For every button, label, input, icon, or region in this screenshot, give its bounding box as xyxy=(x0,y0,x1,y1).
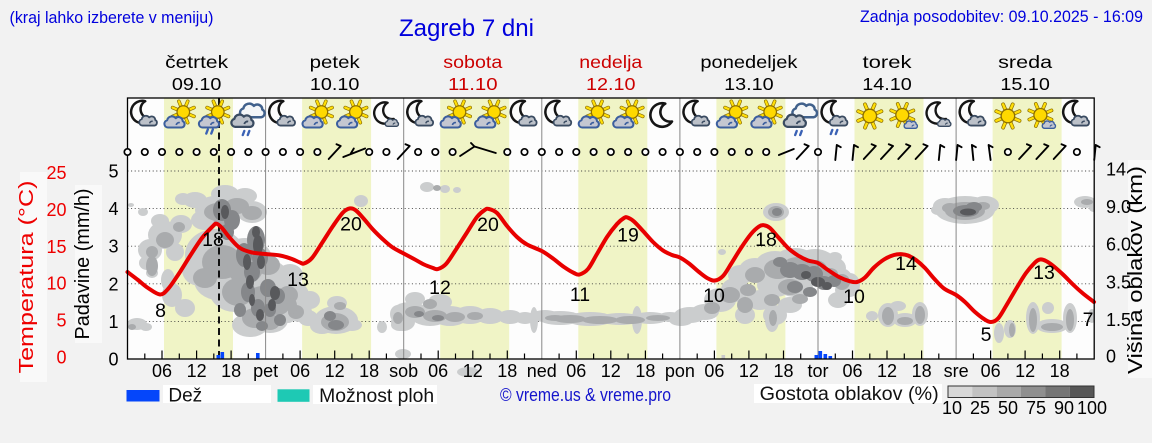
svg-text:18: 18 xyxy=(1050,361,1070,381)
svg-text:torek: torek xyxy=(863,52,912,72)
svg-text:Padavine (mm/h): Padavine (mm/h) xyxy=(72,189,94,340)
svg-text:06: 06 xyxy=(704,361,724,381)
svg-text:11.10: 11.10 xyxy=(448,74,498,94)
svg-text:11: 11 xyxy=(570,284,590,306)
svg-text:13: 13 xyxy=(1033,262,1055,284)
svg-text:sob: sob xyxy=(389,361,418,381)
svg-text:ponedeljek: ponedeljek xyxy=(700,52,797,72)
svg-text:5: 5 xyxy=(981,324,992,346)
svg-text:12: 12 xyxy=(187,361,207,381)
svg-text:5: 5 xyxy=(56,311,66,331)
svg-text:12: 12 xyxy=(601,361,621,381)
svg-text:4: 4 xyxy=(108,199,118,219)
svg-text:9.0: 9.0 xyxy=(1106,197,1131,217)
svg-text:12.10: 12.10 xyxy=(586,74,636,94)
svg-text:25: 25 xyxy=(970,398,990,418)
svg-text:© vreme.us & vreme.pro: © vreme.us & vreme.pro xyxy=(500,385,671,405)
svg-text:15.10: 15.10 xyxy=(1000,74,1050,94)
svg-text:10: 10 xyxy=(703,285,725,307)
svg-text:18: 18 xyxy=(912,361,932,381)
svg-text:Zadnja posodobitev: 09.10.2025: Zadnja posodobitev: 09.10.2025 - 16:09 xyxy=(860,7,1143,26)
svg-text:09.10: 09.10 xyxy=(172,74,222,94)
svg-text:06: 06 xyxy=(152,361,172,381)
svg-text:06: 06 xyxy=(981,361,1001,381)
svg-text:3.5: 3.5 xyxy=(1106,272,1131,292)
svg-text:10: 10 xyxy=(843,286,865,308)
svg-text:90: 90 xyxy=(1054,398,1074,418)
svg-text:Temperatura (°C): Temperatura (°C) xyxy=(16,181,38,374)
svg-text:0: 0 xyxy=(1106,347,1116,367)
svg-text:nedelja: nedelja xyxy=(579,52,642,72)
svg-text:5: 5 xyxy=(108,162,118,182)
svg-text:25: 25 xyxy=(46,163,66,183)
svg-text:3: 3 xyxy=(108,237,118,257)
svg-text:50: 50 xyxy=(998,398,1018,418)
svg-text:15: 15 xyxy=(46,237,66,257)
svg-text:13: 13 xyxy=(287,269,309,291)
svg-text:12: 12 xyxy=(429,277,451,299)
svg-text:12: 12 xyxy=(739,361,759,381)
svg-text:7: 7 xyxy=(1083,309,1094,331)
svg-text:(kraj lahko izberete v meniju): (kraj lahko izberete v meniju) xyxy=(10,8,214,27)
svg-text:06: 06 xyxy=(566,361,586,381)
svg-text:75: 75 xyxy=(1026,398,1046,418)
svg-text:06: 06 xyxy=(428,361,448,381)
svg-text:petek: petek xyxy=(310,52,360,72)
svg-text:06: 06 xyxy=(290,361,310,381)
svg-text:12: 12 xyxy=(325,361,345,381)
svg-text:pet: pet xyxy=(253,361,278,381)
svg-text:1: 1 xyxy=(108,312,118,332)
svg-text:18: 18 xyxy=(221,361,241,381)
svg-text:20: 20 xyxy=(46,200,66,220)
svg-text:14: 14 xyxy=(1106,160,1126,180)
svg-text:ned: ned xyxy=(527,361,557,381)
svg-text:6.0: 6.0 xyxy=(1106,235,1131,255)
svg-text:0: 0 xyxy=(108,350,118,370)
svg-text:19: 19 xyxy=(617,225,639,247)
svg-text:12: 12 xyxy=(877,361,897,381)
svg-text:18: 18 xyxy=(635,361,655,381)
svg-text:Možnost ploh: Možnost ploh xyxy=(319,386,434,407)
svg-text:18: 18 xyxy=(202,229,224,251)
svg-text:8: 8 xyxy=(155,300,166,322)
svg-text:18: 18 xyxy=(497,361,517,381)
svg-text:14: 14 xyxy=(895,253,917,275)
svg-text:10: 10 xyxy=(46,274,66,294)
svg-text:10: 10 xyxy=(942,398,962,418)
svg-text:18: 18 xyxy=(755,229,777,251)
svg-text:tor: tor xyxy=(807,361,828,381)
svg-text:Višina oblakov (km): Višina oblakov (km) xyxy=(1125,166,1147,374)
svg-text:20: 20 xyxy=(340,214,362,236)
svg-text:06: 06 xyxy=(842,361,862,381)
svg-text:Zagreb 7 dni: Zagreb 7 dni xyxy=(399,15,534,42)
svg-text:18: 18 xyxy=(359,361,379,381)
svg-text:18: 18 xyxy=(773,361,793,381)
svg-text:2: 2 xyxy=(108,274,118,294)
svg-text:10.10: 10.10 xyxy=(310,74,360,94)
svg-text:13.10: 13.10 xyxy=(724,74,774,94)
svg-text:četrtek: četrtek xyxy=(165,52,228,72)
svg-text:Gostota oblakov (%): Gostota oblakov (%) xyxy=(760,384,939,405)
svg-text:sreda: sreda xyxy=(998,52,1052,72)
svg-text:100: 100 xyxy=(1077,398,1107,418)
svg-text:12: 12 xyxy=(463,361,483,381)
svg-text:sre: sre xyxy=(944,361,969,381)
svg-text:1.5: 1.5 xyxy=(1106,310,1131,330)
svg-text:12: 12 xyxy=(1015,361,1035,381)
svg-text:20: 20 xyxy=(477,214,499,236)
svg-text:sobota: sobota xyxy=(443,52,502,72)
svg-text:0: 0 xyxy=(56,348,66,368)
svg-text:pon: pon xyxy=(665,361,695,381)
svg-text:Dež: Dež xyxy=(168,386,202,407)
svg-text:14.10: 14.10 xyxy=(862,74,912,94)
